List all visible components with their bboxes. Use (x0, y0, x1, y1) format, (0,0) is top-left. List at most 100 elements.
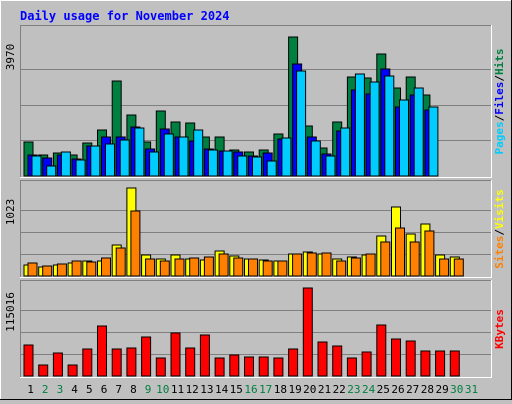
bar (340, 127, 351, 177)
bar (435, 350, 446, 377)
y-max-label: 1023 (4, 199, 17, 226)
bar (302, 287, 313, 377)
bar (218, 253, 229, 277)
legend-entry: Files (493, 82, 506, 115)
bar (262, 260, 273, 277)
x-tick-label: 29 (435, 383, 448, 396)
bar (258, 356, 269, 377)
bar (376, 324, 387, 377)
bar (203, 256, 214, 277)
bar (244, 356, 254, 377)
panel-2: 1023 Sites/Visits (4, 180, 506, 278)
bar (380, 241, 391, 277)
bar (60, 151, 71, 177)
bar (23, 344, 34, 377)
x-tick-label: 16 (244, 383, 257, 396)
series-legend: KBytes (493, 309, 506, 349)
bar (405, 340, 416, 377)
bar (149, 151, 160, 177)
bar (207, 149, 218, 177)
x-tick-label: 11 (171, 383, 184, 396)
legend-separator: / (493, 229, 506, 236)
x-tick-label: 14 (215, 383, 229, 396)
bar (325, 155, 336, 177)
bar (449, 350, 460, 377)
bar (233, 257, 244, 277)
y-max-label: 3970 (4, 44, 17, 71)
series-legend: Pages/Files/Hits (493, 49, 506, 155)
x-tick-label: 12 (186, 383, 199, 396)
bar (174, 258, 185, 277)
x-tick-label: 2 (42, 383, 49, 396)
x-tick-label: 18 (274, 383, 287, 396)
x-tick-label: 10 (156, 383, 169, 396)
x-tick-label: 7 (115, 383, 122, 396)
bar (336, 260, 347, 277)
bar (101, 257, 111, 277)
bar (391, 338, 401, 377)
x-tick-label: 13 (200, 383, 213, 396)
x-tick-label: 17 (259, 383, 272, 396)
bar (346, 357, 357, 377)
bar (350, 257, 361, 277)
bar (27, 262, 38, 277)
bar (71, 260, 82, 277)
bar (354, 73, 365, 177)
x-tick-label: 15 (230, 383, 243, 396)
bar (288, 348, 299, 377)
bar (90, 145, 101, 177)
bar (317, 341, 328, 377)
bar (178, 136, 189, 177)
bar (310, 140, 321, 177)
x-tick-label: 3 (57, 383, 64, 396)
bar (384, 75, 395, 177)
x-tick-label: 23 (347, 383, 360, 396)
bar (134, 127, 145, 177)
bar (67, 364, 78, 377)
bar (424, 230, 435, 277)
bar (105, 143, 115, 177)
bar (42, 265, 53, 277)
bar (115, 247, 126, 277)
x-tick-label: 20 (303, 383, 316, 396)
bar (185, 347, 196, 377)
legend-separator: / (493, 75, 506, 82)
x-tick-label: 25 (377, 383, 390, 396)
bar (130, 210, 141, 277)
bar (155, 357, 166, 377)
panel-3: 115016 KBytes (4, 280, 506, 378)
x-tick-label: 4 (71, 383, 78, 396)
bar (252, 156, 262, 177)
y-max-label: 115016 (4, 292, 17, 332)
bar (31, 155, 42, 177)
chart-panels: 3970Pages/Files/Hits1023Sites/Visits1150… (4, 25, 506, 378)
bar (75, 159, 86, 177)
bar (52, 352, 63, 377)
panel-1: 3970 Pages/Files/Hits (4, 25, 506, 178)
bar (332, 345, 343, 377)
series-3 (31, 70, 439, 177)
bar (420, 350, 431, 377)
x-tick-label: 9 (145, 383, 152, 396)
series-2 (27, 210, 464, 277)
bar (126, 347, 137, 377)
bar (395, 227, 405, 277)
bar (292, 253, 303, 277)
legend-separator: / (493, 114, 506, 121)
bar (159, 260, 170, 277)
x-tick-label: 27 (406, 383, 419, 396)
bar (163, 133, 174, 177)
x-tick-label: 19 (288, 383, 301, 396)
bar (145, 258, 156, 277)
bar (361, 351, 372, 377)
chart-title: Daily usage for November 2024 (20, 9, 230, 23)
bar (82, 348, 93, 377)
bar (46, 165, 57, 177)
bar (296, 70, 307, 177)
legend-entry: KBytes (493, 309, 506, 349)
bar (193, 129, 204, 177)
x-tick-label: 26 (391, 383, 404, 396)
bar (111, 348, 122, 377)
